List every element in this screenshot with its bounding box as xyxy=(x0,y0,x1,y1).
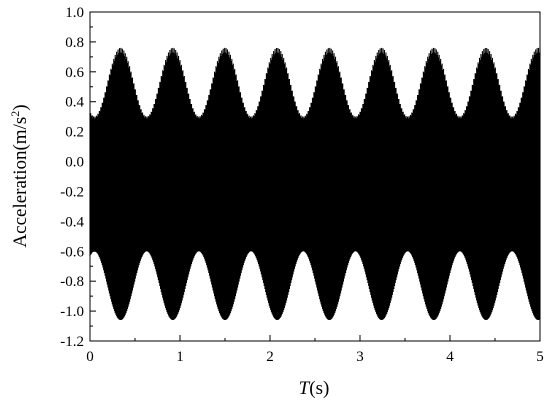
y-tick-label: 0.8 xyxy=(65,35,84,51)
y-tick-label: -0.2 xyxy=(60,184,84,200)
x-tick-label: 2 xyxy=(266,349,274,365)
x-axis-label: T(s) xyxy=(299,378,330,399)
x-tick-label: 3 xyxy=(356,349,364,365)
y-tick-label: -1.0 xyxy=(60,304,84,320)
y-tick-label: 0.4 xyxy=(65,95,84,111)
y-tick-label: 0.2 xyxy=(65,125,84,141)
labels-layer: 0 1 2 3 4 5 1.0 0.8 0.6 0.4 0.2 0.0 -0.2 -0.4 -0.6 -0.8… xyxy=(60,5,544,365)
signal-layer xyxy=(89,47,541,321)
x-tick-label: 4 xyxy=(446,349,454,365)
y-tick-label: 0.6 xyxy=(65,65,84,81)
y-axis-label: Acceleration(m/s2) xyxy=(8,104,31,247)
y-tick-label: -1.2 xyxy=(60,334,84,350)
y-tick-label: 0.0 xyxy=(65,155,84,171)
y-tick-label: -0.6 xyxy=(60,244,84,260)
x-tick-label: 1 xyxy=(176,349,184,365)
x-tick-label: 5 xyxy=(536,349,544,365)
plot-frame xyxy=(89,11,541,342)
y-tick-label: -0.8 xyxy=(60,274,84,290)
y-tick-label: -0.4 xyxy=(60,214,84,230)
y-tick-label: 1.0 xyxy=(65,5,84,21)
x-tick-label: 0 xyxy=(86,349,94,365)
